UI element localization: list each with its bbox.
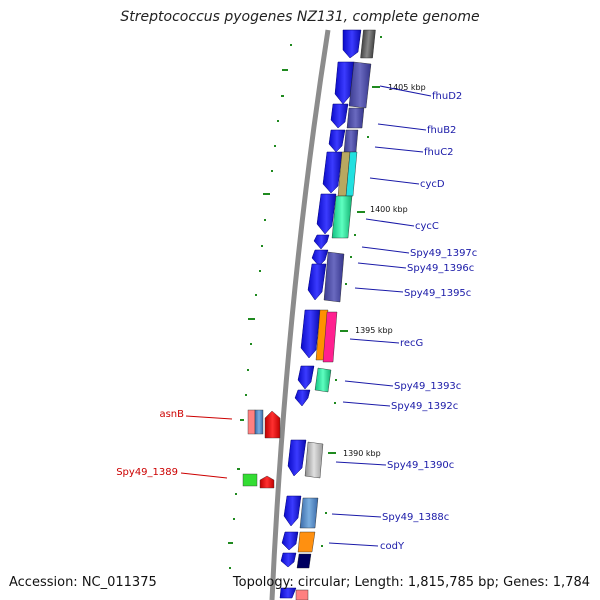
- cog-block: [299, 497, 319, 529]
- cds-arrow: [259, 475, 275, 489]
- gene-label: cycC: [415, 221, 439, 232]
- gene-label: Spy49_1397c: [410, 248, 477, 259]
- cog-block: [346, 107, 365, 129]
- cds-arrow: [307, 263, 327, 301]
- cds-arrow: [264, 410, 281, 439]
- cds-arrow: [300, 309, 321, 359]
- cog-block: [304, 441, 324, 479]
- kbp-ticks: [328, 86, 380, 454]
- gene-label: codY: [380, 541, 405, 552]
- kbp-marker: 1405 kbp: [388, 83, 426, 92]
- map-title: Streptococcus pyogenes NZ131, complete g…: [120, 9, 480, 25]
- cds-arrow: [281, 531, 299, 551]
- gene-label: Spy49_1389: [116, 467, 178, 478]
- genome-backbone: [269, 29, 331, 600]
- genome-stats: Topology: circular; Length: 1,815,785 bp…: [232, 575, 590, 590]
- cog-block: [323, 251, 345, 303]
- gene-label: Spy49_1392c: [391, 401, 458, 412]
- cog-block: [247, 409, 256, 435]
- cds-arrow: [316, 193, 337, 235]
- cog-track: [295, 29, 376, 600]
- cds-track-reverse: [279, 29, 362, 599]
- cog-block: [343, 129, 359, 153]
- cds-arrow: [297, 365, 315, 390]
- gene-label: Spy49_1396c: [407, 263, 474, 274]
- cds-arrow: [283, 495, 302, 527]
- cog-block: [297, 531, 316, 553]
- cds-arrow: [287, 439, 307, 477]
- cds-arrow: [280, 552, 297, 568]
- cds-arrow: [328, 129, 346, 153]
- cds-arrow: [334, 61, 355, 105]
- cds-arrow: [342, 29, 362, 59]
- cds-arrow: [311, 249, 329, 267]
- cog-block: [295, 589, 309, 600]
- cog-block: [348, 61, 372, 109]
- cds-track-forward: [242, 409, 281, 489]
- kbp-marker: 1400 kbp: [370, 205, 408, 214]
- cog-block: [322, 311, 338, 363]
- label-leader-lines: [328, 85, 432, 547]
- cog-block: [296, 553, 312, 569]
- cog-block: [345, 151, 358, 197]
- cog-block: [360, 29, 376, 59]
- cog-block: [254, 409, 264, 435]
- gene-label: Spy49_1395c: [404, 288, 471, 299]
- kbp-marker: 1395 kbp: [355, 326, 393, 335]
- kbp-marker: 1390 kbp: [343, 449, 381, 458]
- gene-label: asnB: [159, 409, 184, 420]
- gene-label: fhuD2: [432, 91, 462, 102]
- cds-arrow: [279, 587, 297, 599]
- cog-block: [331, 195, 353, 239]
- cog-block: [242, 473, 258, 487]
- gene-label: Spy49_1388c: [382, 512, 449, 523]
- cog-block: [314, 367, 332, 393]
- gene-label: Spy49_1393c: [394, 381, 461, 392]
- gene-label: fhuB2: [427, 125, 456, 136]
- gene-label: fhuC2: [424, 147, 454, 158]
- cds-arrow: [322, 151, 343, 194]
- cds-arrow: [294, 389, 311, 407]
- gene-label: recG: [400, 338, 423, 349]
- cds-arrow: [313, 234, 330, 250]
- accession-text: Accession: NC_011375: [9, 575, 157, 590]
- cds-arrow: [330, 103, 349, 129]
- gene-label: cycD: [420, 179, 445, 190]
- gene-label: Spy49_1390c: [387, 460, 454, 471]
- label-leader-lines-left: [180, 415, 233, 479]
